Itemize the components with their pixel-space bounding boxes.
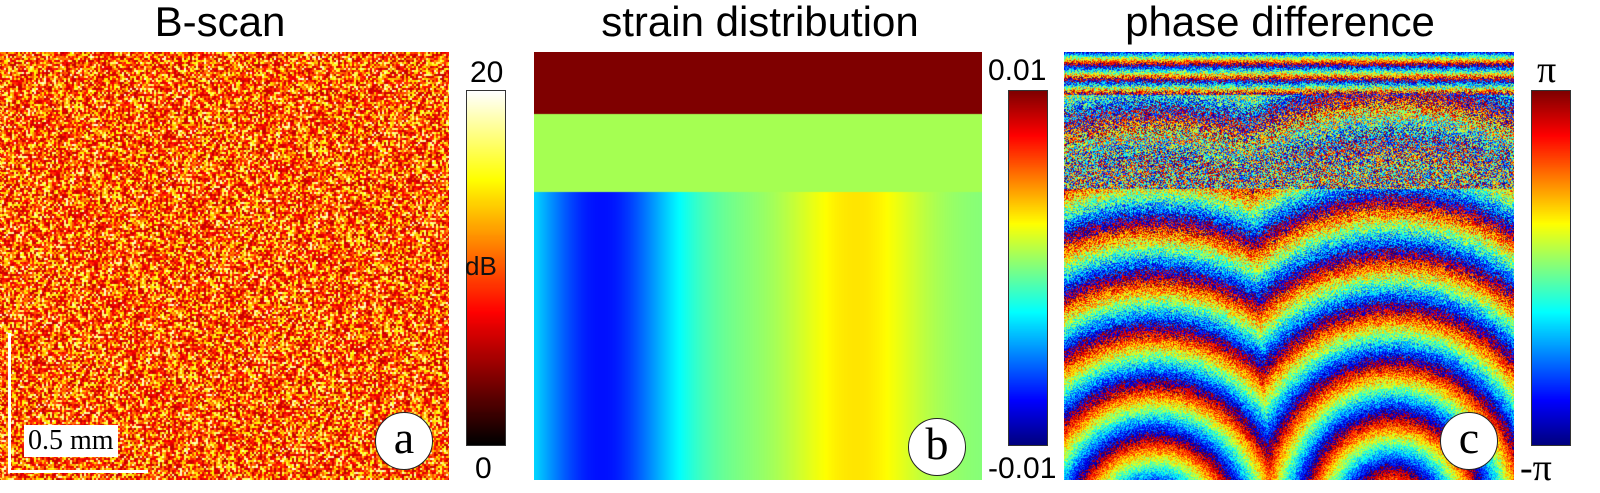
colorbar-a: [466, 90, 506, 446]
panel-c-badge: c: [1440, 412, 1498, 470]
colorbar-c-max-label: π: [1537, 49, 1557, 91]
scale-bar-vertical: [8, 333, 11, 473]
panel-a-title: B-scan: [154, 0, 286, 45]
panel-c-title: phase difference: [1125, 0, 1435, 45]
phase-difference-image: [1064, 52, 1514, 480]
colorbar-c: [1531, 90, 1571, 446]
colorbar-c-min-label: -π: [1520, 447, 1552, 489]
strain-distribution-image: [534, 52, 982, 480]
scale-bar: [8, 333, 148, 473]
panel-a-badge: a: [375, 412, 433, 470]
colorbar-a-max-label: 20: [470, 56, 504, 89]
colorbar-b-max-label: 0.01: [988, 54, 1047, 87]
b-scan-image: [0, 52, 449, 480]
scale-bar-horizontal: [8, 470, 148, 473]
colorbar-a-min-label: 0: [475, 452, 492, 485]
panel-b-badge: b: [908, 418, 966, 476]
colorbar-b: [1008, 90, 1048, 446]
panel-b-title: strain distribution: [601, 0, 919, 45]
colorbar-a-unit-label: dB: [465, 251, 497, 281]
colorbar-b-min-label: -0.01: [988, 452, 1057, 485]
scale-bar-label: 0.5 mm: [24, 425, 118, 457]
